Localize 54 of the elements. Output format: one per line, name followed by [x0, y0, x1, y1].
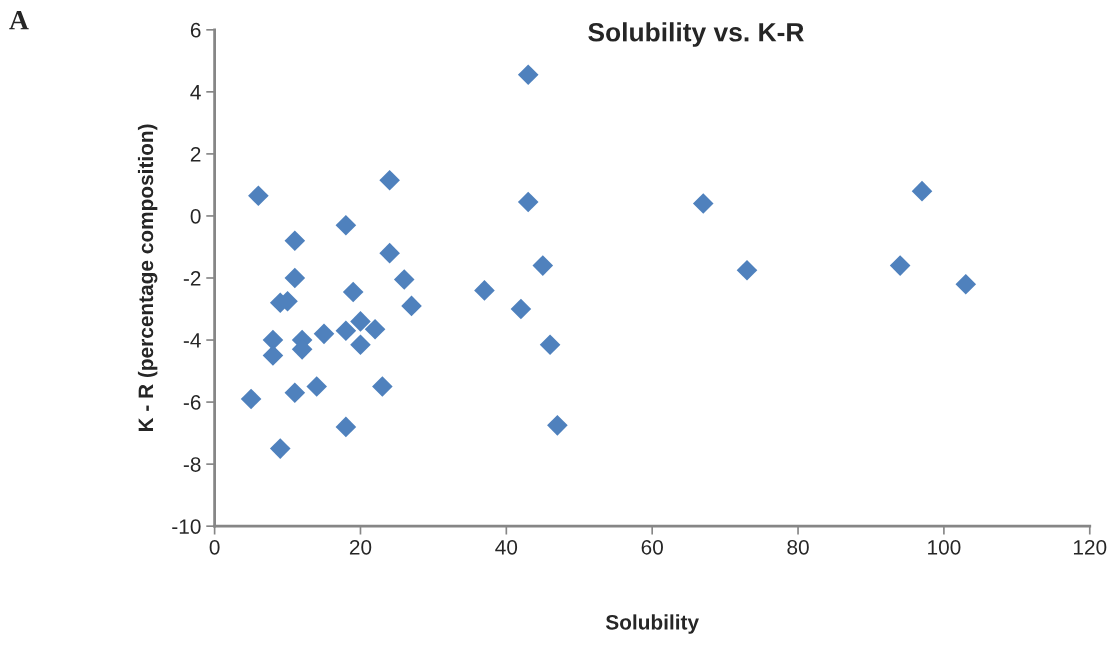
point [474, 280, 495, 301]
x-tick-label: 100 [928, 539, 961, 555]
chart-title: Solubility vs. K-R [588, 22, 804, 47]
point [692, 193, 714, 214]
point [350, 311, 371, 332]
point [262, 345, 284, 366]
y-tick-label: -6 [183, 395, 201, 410]
x-tick-label: 120 [1073, 539, 1107, 555]
y-tick-label: -8 [183, 457, 201, 472]
point [517, 191, 539, 213]
point [284, 230, 306, 252]
point [955, 273, 977, 295]
point [736, 259, 758, 281]
point [517, 64, 539, 86]
point [547, 415, 568, 436]
point [335, 214, 357, 236]
point [284, 267, 306, 289]
point [889, 255, 911, 276]
y-tick-label: -2 [183, 270, 201, 286]
point [342, 281, 364, 303]
x-tick-label: 80 [787, 539, 809, 555]
point [350, 334, 371, 355]
y-tick-label: 0 [190, 208, 201, 224]
x-axis-title: Solubility [605, 614, 699, 634]
point [379, 169, 400, 191]
point [379, 242, 400, 264]
point [539, 334, 561, 355]
point [335, 416, 357, 438]
point [248, 185, 269, 207]
point [335, 320, 357, 342]
x-tick-label: 0 [209, 539, 220, 555]
y-tick-label: 2 [190, 146, 201, 162]
text: A [9, 11, 29, 30]
x-tick-label: 20 [349, 539, 372, 555]
y-tick-label: -4 [183, 333, 201, 348]
point [510, 298, 532, 320]
y-tick-label: 6 [190, 22, 201, 38]
point [269, 438, 291, 459]
point [306, 376, 328, 397]
y-tick-label: 4 [190, 85, 201, 100]
point [911, 180, 933, 202]
x-tick-label: 40 [495, 539, 518, 555]
point [240, 388, 262, 410]
x-tick-label: 60 [641, 539, 663, 555]
point [393, 269, 415, 290]
point [364, 318, 386, 340]
y-tick-label: -10 [172, 519, 201, 534]
point [284, 382, 306, 404]
y-axis-title: K - R (percentage composition) [137, 124, 158, 432]
point [262, 329, 284, 351]
point [532, 255, 554, 276]
point [401, 295, 422, 317]
point [313, 323, 335, 345]
point [372, 376, 393, 397]
